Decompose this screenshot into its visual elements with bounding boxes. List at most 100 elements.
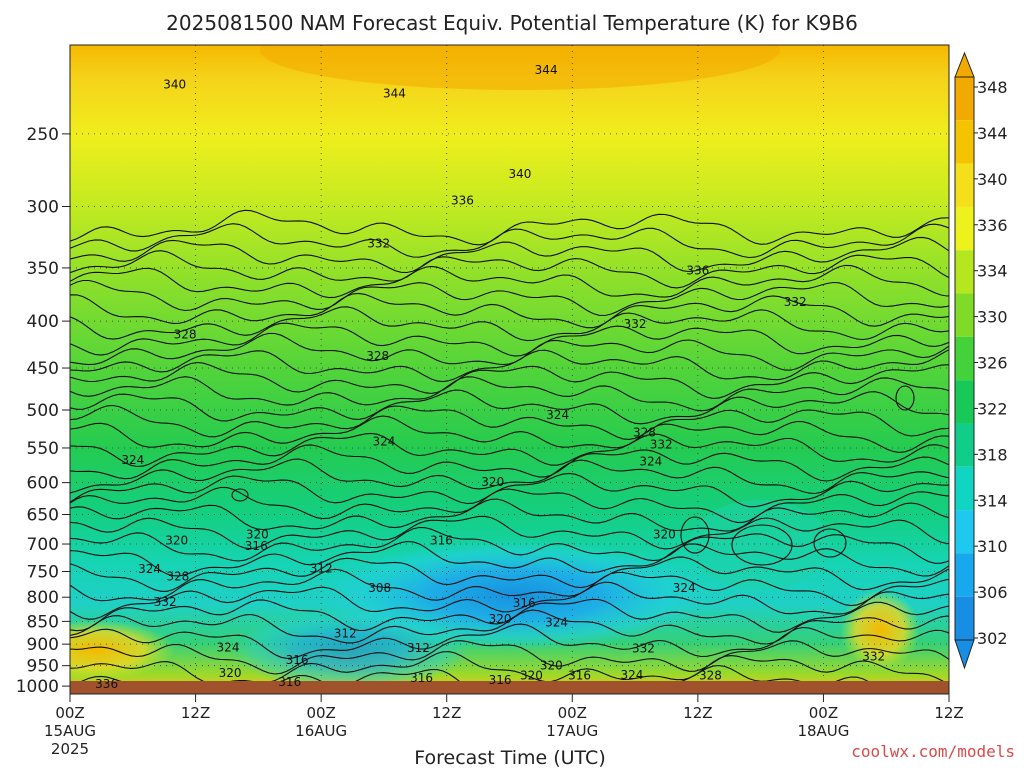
svg-text:328: 328 xyxy=(366,349,389,363)
svg-text:336: 336 xyxy=(686,263,709,277)
contour-line xyxy=(70,598,949,633)
contour-label: 312 xyxy=(310,561,333,575)
svg-text:332: 332 xyxy=(632,642,655,656)
plot-area: 3403443443403363323363323323283283243243… xyxy=(70,45,949,694)
y-tick-label: 350 xyxy=(27,259,59,279)
svg-text:328: 328 xyxy=(633,426,656,440)
contour-label: 316 xyxy=(245,539,268,553)
svg-text:320: 320 xyxy=(653,528,676,542)
contour-label: 316 xyxy=(410,671,433,685)
svg-text:320: 320 xyxy=(219,666,242,680)
y-tick-label: 950 xyxy=(27,657,59,677)
contour-line xyxy=(70,640,949,675)
colorbar-swatch xyxy=(955,163,974,207)
contour-label: 312 xyxy=(407,641,430,655)
contour-label: 336 xyxy=(686,263,709,277)
y-tick-label: 650 xyxy=(27,506,59,526)
svg-text:316: 316 xyxy=(568,668,591,682)
contour-line xyxy=(70,209,949,246)
contour-label: 328 xyxy=(174,328,197,342)
contour-label: 324 xyxy=(545,616,568,630)
colorbar-label: 310 xyxy=(977,537,1008,556)
contour-label: 316 xyxy=(568,668,591,682)
y-tick-label: 600 xyxy=(27,474,59,494)
contour-label: 336 xyxy=(95,677,118,691)
y-tick-label: 450 xyxy=(27,359,59,379)
svg-text:324: 324 xyxy=(545,616,568,630)
colorbar-label: 336 xyxy=(977,216,1008,235)
credit-link[interactable]: coolwx.com/models xyxy=(851,742,1015,761)
contour-line xyxy=(70,458,949,495)
colorbar-swatch xyxy=(955,206,974,251)
x-tick-label: 00Z xyxy=(306,704,335,722)
y-axis: 250 300 350 400 450 500 550 600 650 700 750 800 850 9… xyxy=(16,125,70,697)
contour-line xyxy=(70,623,949,659)
contour-label: 324 xyxy=(138,562,161,576)
contour-line xyxy=(70,264,949,299)
contour-line xyxy=(70,609,949,645)
contour-cell xyxy=(895,385,915,411)
svg-text:308: 308 xyxy=(368,581,391,595)
contour-label: 320 xyxy=(246,528,269,542)
contour-label: 324 xyxy=(121,453,144,467)
colorbar-extend-top xyxy=(954,51,975,78)
contour-label: 328 xyxy=(633,426,656,440)
svg-text:320: 320 xyxy=(540,658,563,672)
contour-label: 324 xyxy=(546,408,569,422)
svg-text:316: 316 xyxy=(430,533,453,547)
svg-text:336: 336 xyxy=(95,677,118,691)
colorbar: 348 344 340 336 334 330 326 322 318 314 310 306 302 xyxy=(954,51,1008,670)
svg-text:328: 328 xyxy=(166,569,189,583)
colorbar-label: 334 xyxy=(977,262,1008,281)
contour-line xyxy=(70,322,949,357)
contour-label: 320 xyxy=(653,528,676,542)
contour-label: 324 xyxy=(639,455,662,469)
contour-label: 324 xyxy=(372,435,395,449)
x-tick-label: 00Z xyxy=(55,704,84,722)
contour-label: 316 xyxy=(430,533,453,547)
contour-label: 344 xyxy=(383,86,406,100)
svg-text:324: 324 xyxy=(639,455,662,469)
contour-cell xyxy=(680,516,710,554)
svg-text:324: 324 xyxy=(138,562,161,576)
y-tick-label: 850 xyxy=(27,612,59,632)
svg-text:320: 320 xyxy=(489,612,512,626)
svg-text:324: 324 xyxy=(546,408,569,422)
svg-text:340: 340 xyxy=(163,78,186,92)
contour-line xyxy=(70,556,949,592)
svg-text:328: 328 xyxy=(174,328,197,342)
colorbar-swatch xyxy=(955,510,974,554)
svg-text:344: 344 xyxy=(535,63,558,77)
contour-line xyxy=(70,292,949,329)
svg-text:324: 324 xyxy=(620,668,643,682)
colorbar-label: 318 xyxy=(977,445,1008,464)
colorbar-swatch xyxy=(955,380,974,424)
contour-line xyxy=(70,279,949,317)
colorbar-label: 306 xyxy=(977,583,1008,602)
contour-label: 332 xyxy=(650,438,673,452)
contour-label: 340 xyxy=(509,167,532,181)
y-tick-label: 250 xyxy=(27,125,59,145)
colorbar-label: 348 xyxy=(977,78,1008,97)
contour-line xyxy=(70,332,949,371)
x-tick-label: 17AUG xyxy=(546,722,598,740)
svg-text:316: 316 xyxy=(286,653,309,667)
svg-text:316: 316 xyxy=(489,673,512,687)
colorbar-label: 314 xyxy=(977,491,1008,510)
colorbar-swatch xyxy=(955,466,974,511)
svg-text:328: 328 xyxy=(699,669,722,683)
contour-label: 344 xyxy=(535,63,558,77)
contour-line xyxy=(70,306,949,342)
colorbar-swatch xyxy=(955,120,974,164)
svg-text:312: 312 xyxy=(310,561,333,575)
x-axis-label: Forecast Time (UTC) xyxy=(414,747,605,768)
contour-line xyxy=(70,236,949,274)
contour-label: 320 xyxy=(165,533,188,547)
x-tick-label: 12Z xyxy=(432,704,461,722)
svg-text:332: 332 xyxy=(784,295,807,309)
colorbar-swatch xyxy=(955,423,974,467)
contour-line xyxy=(70,526,949,564)
x-tick-label: 00Z xyxy=(809,704,838,722)
